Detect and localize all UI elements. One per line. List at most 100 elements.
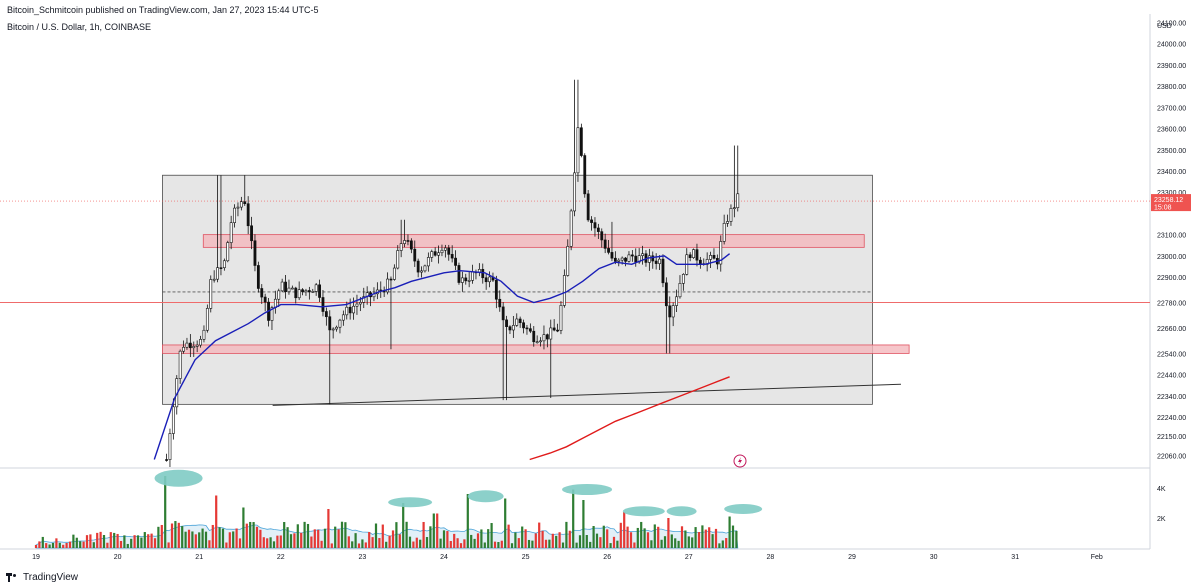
y-tick-label: 23800.00 (1157, 84, 1186, 91)
volume-highlight-marker (467, 490, 504, 503)
volume-bar-down (606, 529, 609, 548)
candle-up (535, 341, 539, 344)
volume-bar-up (609, 543, 612, 548)
volume-bar-down (541, 530, 544, 548)
volume-bar-down (612, 536, 616, 548)
candle-up (345, 306, 349, 316)
x-tick-label: 20 (114, 554, 122, 561)
volume-bar-up (218, 527, 221, 548)
candle-up (236, 206, 240, 209)
candle-up (335, 326, 338, 330)
candle-down (522, 322, 525, 329)
volume-bar-down (398, 534, 401, 548)
volume-bar-up (286, 527, 289, 548)
y-tick-label: 23000.00 (1157, 254, 1186, 261)
volume-bar-down (697, 532, 701, 548)
lightning-glyph (738, 457, 742, 465)
candle-down (250, 225, 253, 242)
volume-bar-up (691, 537, 694, 548)
volume-bar-up (157, 526, 160, 548)
volume-bar-down (422, 521, 425, 548)
candle-up (430, 251, 434, 258)
candle-up (168, 433, 172, 460)
y-tick-label: 22150.00 (1157, 434, 1186, 441)
volume-bar-up (490, 523, 493, 548)
volume-bar-up (561, 542, 565, 548)
candle-down (263, 296, 267, 303)
candle-up (736, 193, 740, 209)
volume-bar-down (96, 532, 99, 548)
candle-down (603, 239, 607, 249)
y-tick-label: 23500.00 (1157, 148, 1186, 155)
candle-up (355, 303, 359, 307)
volume-bar-down (235, 528, 238, 548)
x-tick-label: 19 (32, 554, 40, 561)
volume-bar-down (170, 523, 174, 548)
candle-up (671, 305, 675, 318)
volume-bar-down (133, 535, 136, 548)
range-box (162, 174, 873, 405)
volume-bar-down (459, 543, 463, 548)
volume-bar-down (517, 538, 520, 548)
volume-bar-down (378, 538, 381, 548)
volume-bar-down (215, 495, 218, 548)
countdown-label: 15:08 (1154, 205, 1172, 212)
candle-up (709, 255, 712, 260)
volume-bar-up (527, 539, 531, 548)
volume-bar-up (385, 541, 388, 548)
support-zone (162, 344, 910, 354)
volume-bar-up (616, 540, 619, 548)
volume-bar-down (255, 526, 259, 548)
volume-bar-down (412, 541, 415, 548)
volume-bar-up (432, 513, 435, 548)
volume-bar-up (198, 532, 201, 548)
volume-bar-down (266, 538, 269, 548)
volume-bar-up (694, 527, 697, 548)
candle-up (233, 207, 236, 223)
volume-bar-down (544, 539, 548, 548)
volume-bar-down (371, 537, 374, 548)
volume-bar-up (58, 542, 61, 548)
volume-bar-down (626, 526, 629, 548)
volume-bar-down (633, 542, 636, 548)
x-tick-label: 25 (522, 554, 530, 561)
volume-bar-up (344, 522, 347, 548)
moving-averages (153, 253, 731, 461)
symbol-line: Bitcoin / U.S. Dollar, 1h, COINBASE (7, 22, 152, 32)
volume-bar-down (160, 524, 163, 548)
candle-down (525, 327, 529, 330)
volume-bar-up (402, 503, 405, 548)
candle-up (573, 172, 576, 212)
candle-up (195, 344, 199, 347)
x-tick-label: 27 (685, 554, 693, 561)
candle-up (216, 267, 219, 280)
grid (0, 14, 1151, 550)
volume-bar-down (538, 522, 541, 548)
volume-bar-up (670, 534, 673, 548)
candle-up (729, 208, 733, 222)
y-tick-label: 23600.00 (1157, 127, 1186, 134)
candle-down (484, 277, 488, 283)
volume-bar-down (38, 541, 41, 548)
candle-down (307, 290, 311, 293)
volume-bar-down (629, 532, 633, 548)
candle-down (651, 255, 655, 262)
candle-down (348, 306, 352, 314)
volume-highlight-marker (724, 504, 763, 514)
volume-bar-down (99, 531, 102, 548)
volume-bar-down (119, 540, 123, 548)
volume-bar-up (531, 540, 534, 548)
volume-bar-up (354, 533, 357, 548)
volume-bar-up (582, 500, 585, 548)
tradingview-brand[interactable]: TradingView (6, 571, 78, 583)
candle-up (539, 340, 542, 343)
volume-bar-up (521, 526, 524, 548)
volume-bar-down (85, 535, 89, 548)
candle-up (392, 267, 396, 280)
candle-down (528, 328, 532, 332)
volume-bar-up (514, 532, 517, 548)
volume-bar-up (92, 542, 95, 548)
candle-up (675, 296, 678, 306)
volume-bar-up (126, 543, 129, 548)
